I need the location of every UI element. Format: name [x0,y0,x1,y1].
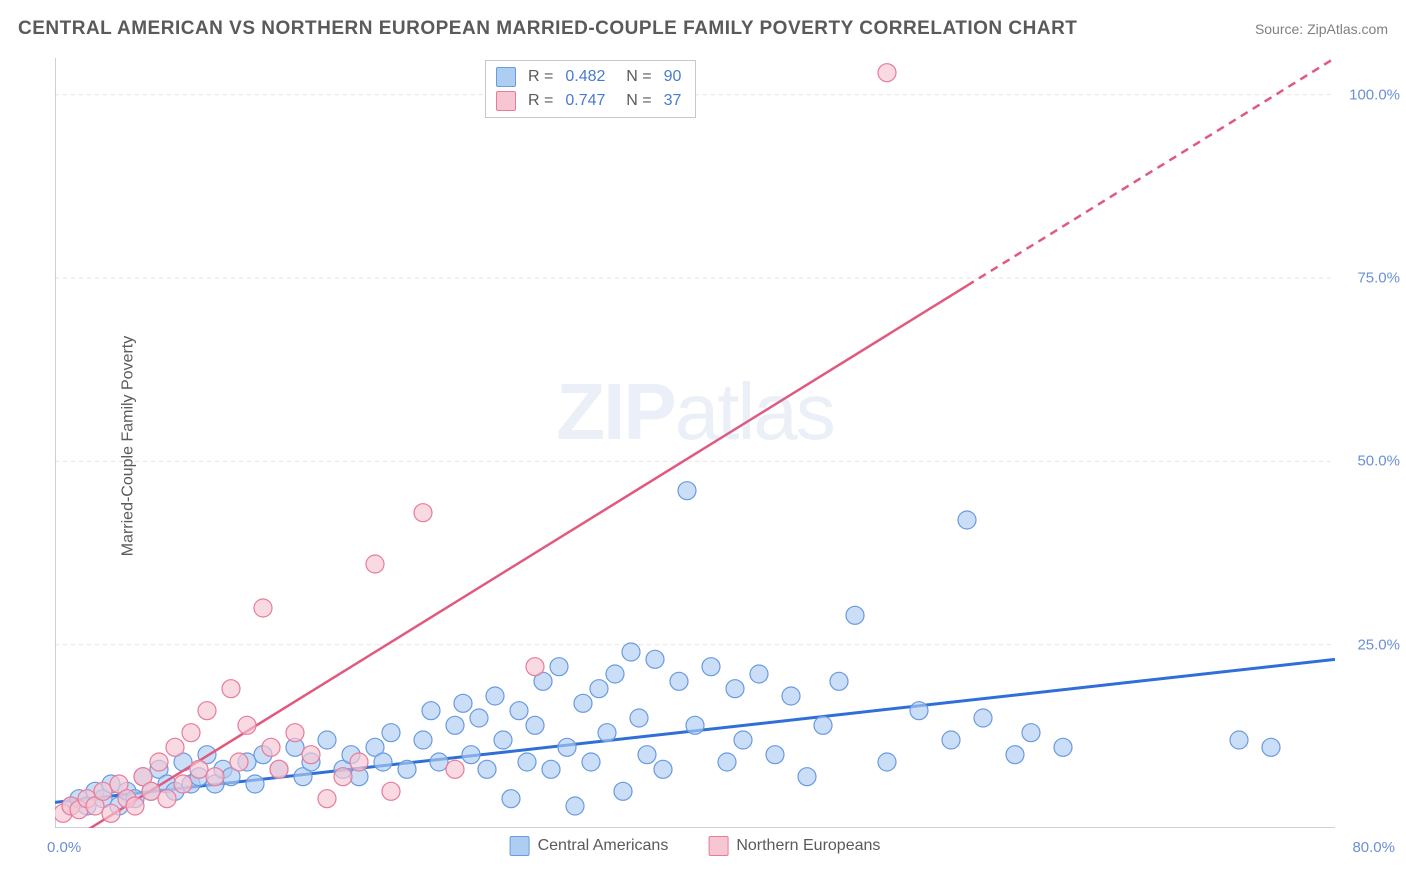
source-label: Source: ZipAtlas.com [1255,21,1388,37]
y-tick-label: 25.0% [1357,636,1400,653]
swatch-icon [496,67,516,87]
stat-n-label: N = [617,92,651,110]
stats-row-series1: R = 0.482 N = 90 [496,65,685,89]
x-tick-min: 0.0% [47,839,81,856]
bottom-legend: Central Americans Northern Europeans [510,836,881,856]
chart-title: CENTRAL AMERICAN VS NORTHERN EUROPEAN MA… [18,18,1077,40]
stat-n-label: N = [617,68,651,86]
y-tick-label: 100.0% [1349,86,1400,103]
stat-r-label: R = [528,68,553,86]
chart-area: ZIPatlas R = 0.482 N = 90 R = 0.747 N = … [55,58,1335,828]
legend-label: Northern Europeans [736,837,880,855]
scatter-plot [55,58,1335,828]
stat-r-label: R = [528,92,553,110]
legend-item: Northern Europeans [708,836,880,856]
stat-r-value: 0.747 [561,92,609,110]
stat-n-value: 90 [660,68,686,86]
y-tick-label: 50.0% [1357,453,1400,470]
y-tick-label: 75.0% [1357,270,1400,287]
swatch-icon [496,91,516,111]
x-tick-max: 80.0% [1352,839,1395,856]
stat-r-value: 0.482 [561,68,609,86]
stats-box: R = 0.482 N = 90 R = 0.747 N = 37 [485,60,696,118]
stat-n-value: 37 [660,92,686,110]
stats-row-series2: R = 0.747 N = 37 [496,89,685,113]
legend-label: Central Americans [538,837,669,855]
swatch-icon [708,836,728,856]
swatch-icon [510,836,530,856]
legend-item: Central Americans [510,836,669,856]
